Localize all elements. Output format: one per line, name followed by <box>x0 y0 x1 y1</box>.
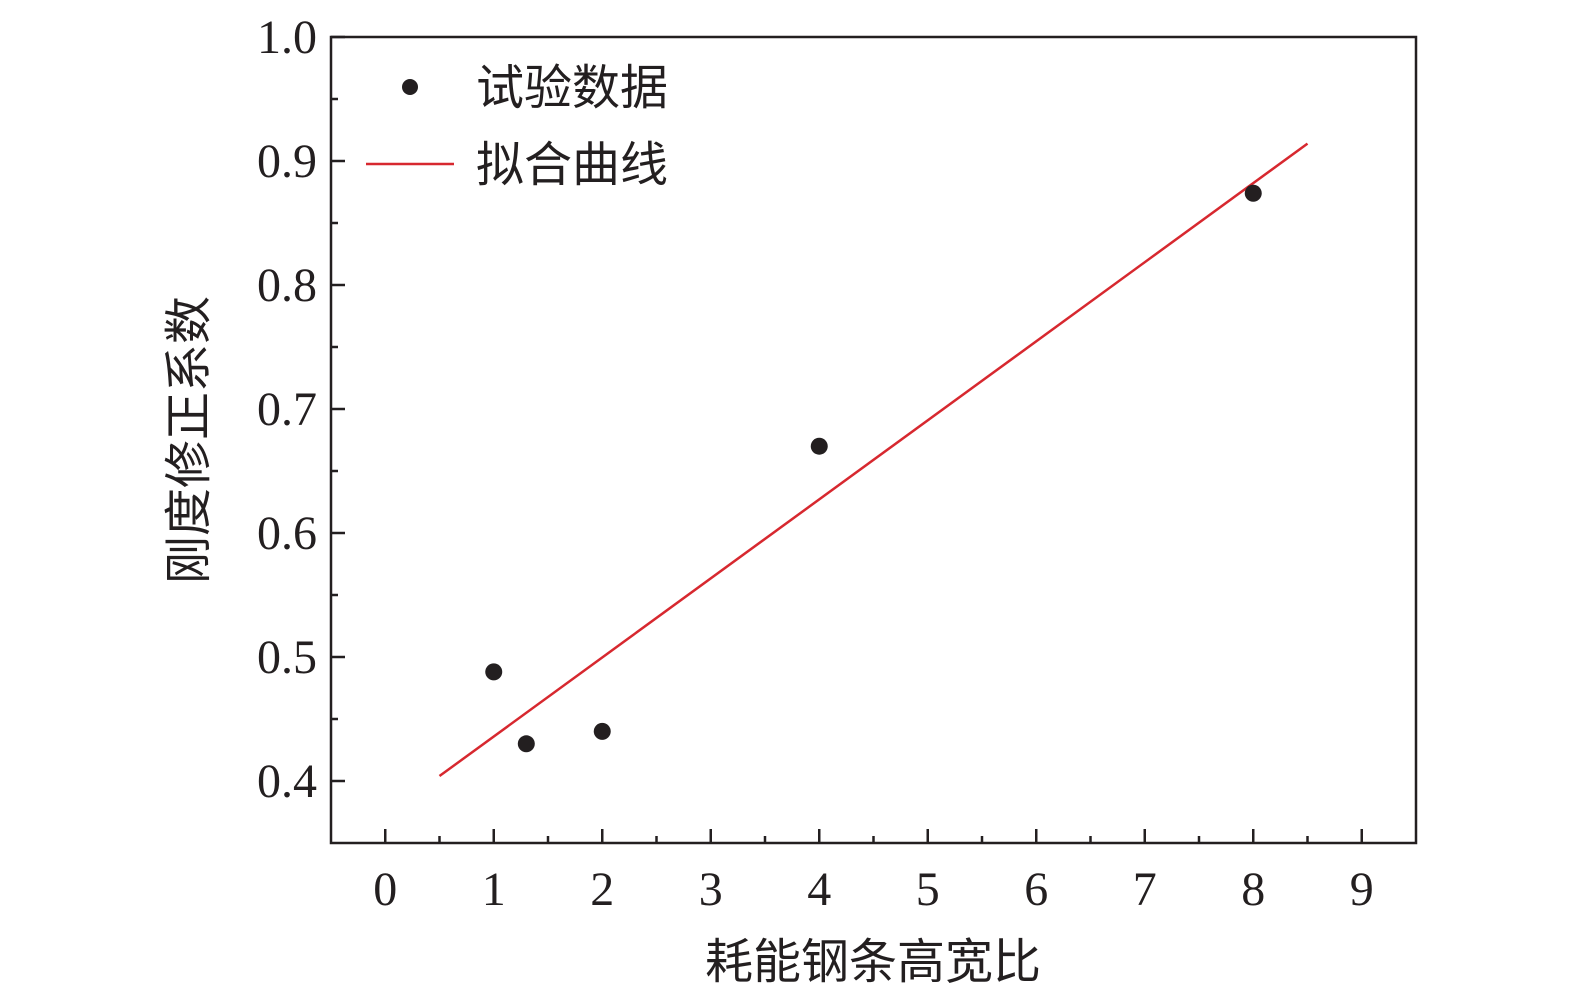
series-layer <box>438 142 1309 778</box>
x-tick-label: 1 <box>482 863 506 916</box>
x-tick-label: 5 <box>916 863 940 916</box>
data-point <box>485 663 503 681</box>
legend: 试验数据 拟合曲线 <box>366 62 668 192</box>
y-axis-title: 刚度修正系数 <box>163 296 216 584</box>
y-tick-label: 0.4 <box>257 755 317 808</box>
x-tick-label: 9 <box>1350 863 1374 916</box>
y-tick-label: 1.0 <box>257 11 317 64</box>
ticks <box>331 35 1363 843</box>
y-tick-label: 0.9 <box>257 135 317 188</box>
x-tick-label: 8 <box>1241 863 1265 916</box>
data-point <box>810 437 828 455</box>
x-tick-label: 0 <box>373 863 397 916</box>
y-tick-label: 0.8 <box>257 259 317 312</box>
x-tick-label: 7 <box>1133 863 1157 916</box>
y-tick-label: 0.7 <box>257 383 317 436</box>
legend-marker-test-data <box>402 79 418 95</box>
data-point <box>593 722 611 740</box>
x-tick-label: 2 <box>590 863 614 916</box>
x-tick-label: 3 <box>699 863 723 916</box>
x-tick-label: 6 <box>1024 863 1048 916</box>
tick-labels: 0 1 2 3 4 5 6 7 8 9 0.4 0.5 0.6 0.7 0.8 0.9 1.0 <box>257 11 1374 916</box>
legend-label-test-data: 试验数据 <box>476 62 668 115</box>
y-tick-label: 0.5 <box>257 631 317 684</box>
x-tick-label: 4 <box>807 863 831 916</box>
y-tick-label: 0.6 <box>257 507 317 560</box>
data-point <box>1244 184 1262 202</box>
x-axis-title: 耗能钢条高宽比 <box>705 936 1041 989</box>
legend-label-fit-curve: 拟合曲线 <box>476 139 668 192</box>
fit-line <box>438 142 1309 778</box>
data-point <box>517 735 535 753</box>
